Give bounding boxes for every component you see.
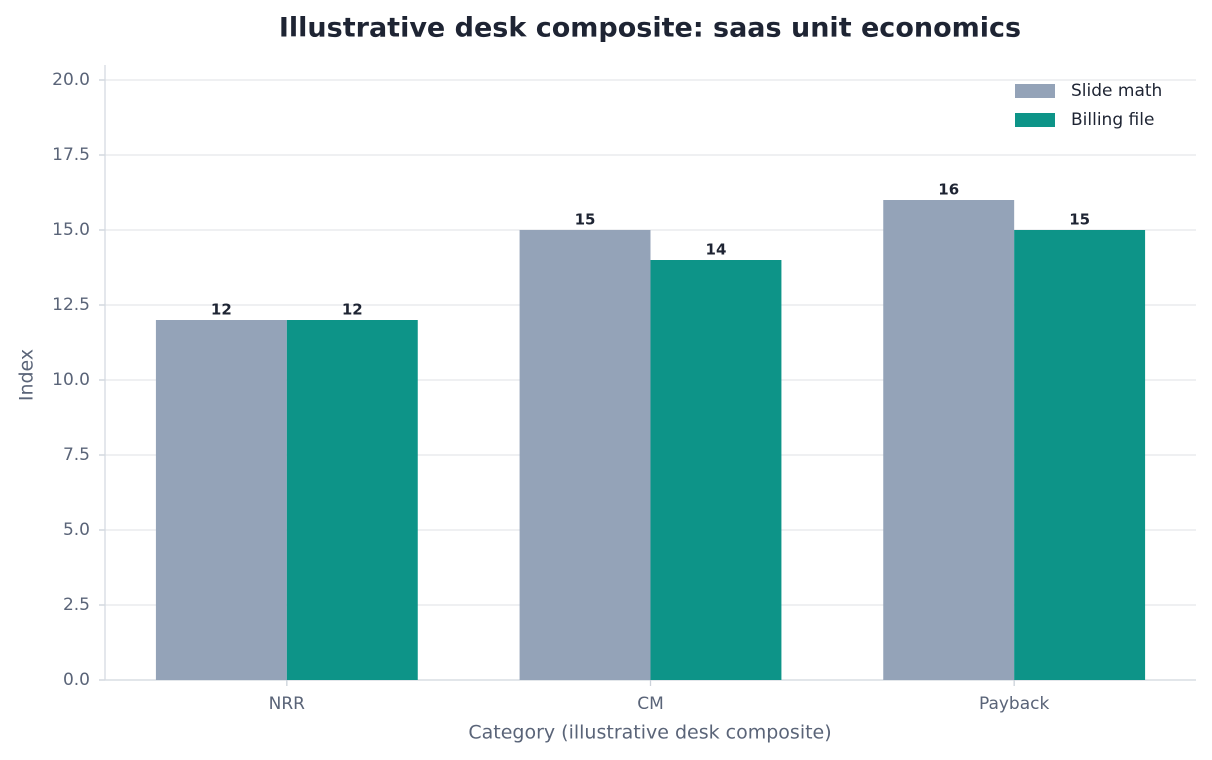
chart-title: Illustrative desk composite: saas unit e…	[279, 13, 1021, 44]
data-label: 12	[342, 301, 363, 319]
bar	[286, 320, 418, 680]
y-tick-label: 5.0	[63, 520, 90, 540]
y-tick-label: 10.0	[52, 370, 90, 390]
legend-swatch	[1015, 113, 1055, 127]
x-axis-label: Category (illustrative desk composite)	[468, 722, 831, 744]
x-tick-label: NRR	[269, 694, 306, 714]
bar	[883, 200, 1015, 680]
legend-label: Billing file	[1071, 110, 1154, 130]
bar	[650, 260, 782, 680]
data-label: 16	[938, 181, 959, 199]
data-label: 12	[211, 301, 232, 319]
y-tick-label: 17.5	[52, 145, 90, 165]
legend-label: Slide math	[1071, 81, 1162, 101]
legend-swatch	[1015, 84, 1055, 98]
data-label: 15	[1069, 211, 1090, 229]
y-tick-label: 2.5	[63, 595, 90, 615]
x-tick-label: CM	[637, 694, 664, 714]
bar	[1014, 230, 1146, 680]
y-tick-label: 20.0	[52, 70, 90, 90]
y-axis-label: Index	[16, 349, 38, 401]
bar	[519, 230, 651, 680]
bar	[155, 320, 287, 680]
x-tick-label: Payback	[979, 694, 1050, 714]
y-tick-label: 7.5	[63, 445, 90, 465]
y-tick-label: 0.0	[63, 670, 90, 690]
data-label: 14	[706, 241, 727, 259]
y-tick-label: 12.5	[52, 295, 90, 315]
data-label: 15	[575, 211, 596, 229]
y-tick-label: 15.0	[52, 220, 90, 240]
